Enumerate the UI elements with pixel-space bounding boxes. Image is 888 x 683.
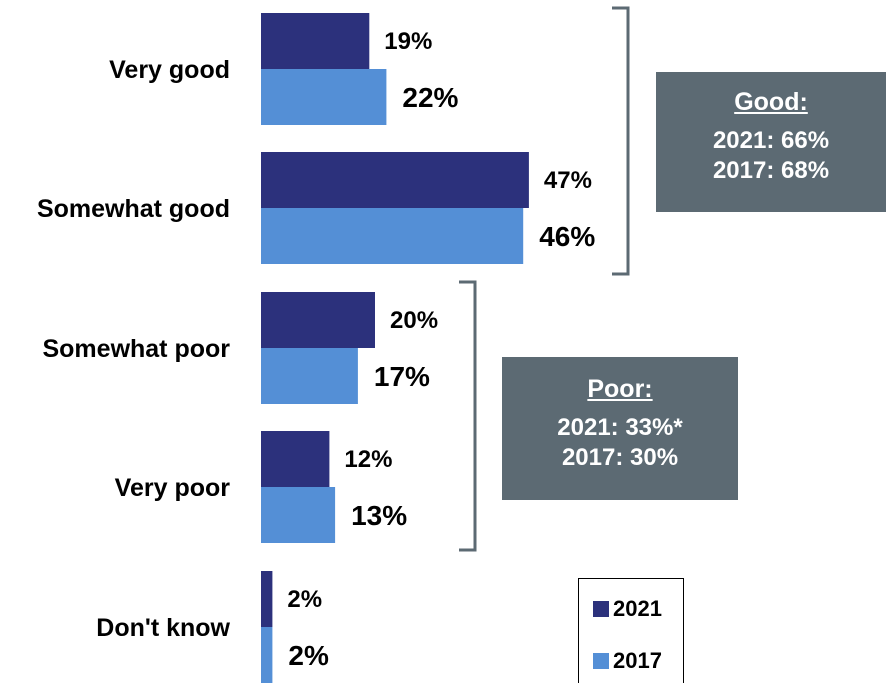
- legend-label-2021: 2021: [613, 596, 662, 621]
- bar-2021: [261, 292, 375, 348]
- category-label: Somewhat good: [37, 195, 230, 223]
- bar-2017: [261, 208, 524, 264]
- bar-2017: [261, 487, 336, 543]
- bar-2021: [261, 571, 273, 627]
- legend-swatch-2021: [593, 601, 609, 617]
- legend-swatch-2017: [593, 653, 609, 669]
- category-label: Don't know: [96, 614, 230, 642]
- data-label-2021: 2%: [287, 586, 322, 613]
- category-label: Somewhat poor: [42, 335, 230, 363]
- category-label: Very good: [109, 56, 230, 84]
- poor-summary-box: Poor: 2021: 33%* 2017: 30%: [502, 357, 738, 500]
- data-label-2017: 2%: [288, 640, 329, 671]
- bar-2021: [261, 13, 370, 69]
- good-summary-header: Good:: [734, 88, 808, 116]
- bar-2021: [261, 431, 330, 487]
- data-label-2017: 46%: [539, 221, 595, 252]
- data-label-2021: 12%: [344, 446, 392, 473]
- good-bracket: [612, 6, 630, 276]
- legend: 2021 2017: [578, 578, 684, 683]
- bar-2017: [261, 69, 387, 125]
- data-label-2021: 19%: [384, 28, 432, 55]
- poor-bracket: [459, 280, 477, 552]
- poor-summary-2021: 2021: 33%*: [557, 414, 683, 441]
- data-label-2021: 20%: [390, 307, 438, 334]
- data-label-2017: 13%: [351, 500, 407, 531]
- data-label-2021: 47%: [544, 167, 592, 194]
- brackets-layer: [459, 6, 630, 552]
- legend-label-2017: 2017: [613, 648, 662, 673]
- bar-2017: [261, 627, 273, 683]
- good-summary-2017: 2017: 68%: [712, 157, 830, 184]
- poor-summary-2017: 2017: 30%: [561, 444, 679, 471]
- data-label-2017: 17%: [374, 361, 430, 392]
- good-summary-box: Good: 2021: 66% 2017: 68%: [656, 72, 886, 212]
- bar-2017: [261, 348, 358, 404]
- good-summary-2021: 2021: 66%: [712, 127, 830, 154]
- data-label-2017: 22%: [402, 82, 458, 113]
- poor-summary-header: Poor:: [587, 375, 653, 403]
- legend-item-2017: 2017: [593, 648, 662, 674]
- bar-2021: [261, 152, 529, 208]
- legend-item-2021: 2021: [593, 596, 662, 622]
- bars-layer: Very good 19% 22% Somewhat good 47% 46% Somewh…: [37, 13, 595, 683]
- category-label: Very poor: [115, 474, 231, 502]
